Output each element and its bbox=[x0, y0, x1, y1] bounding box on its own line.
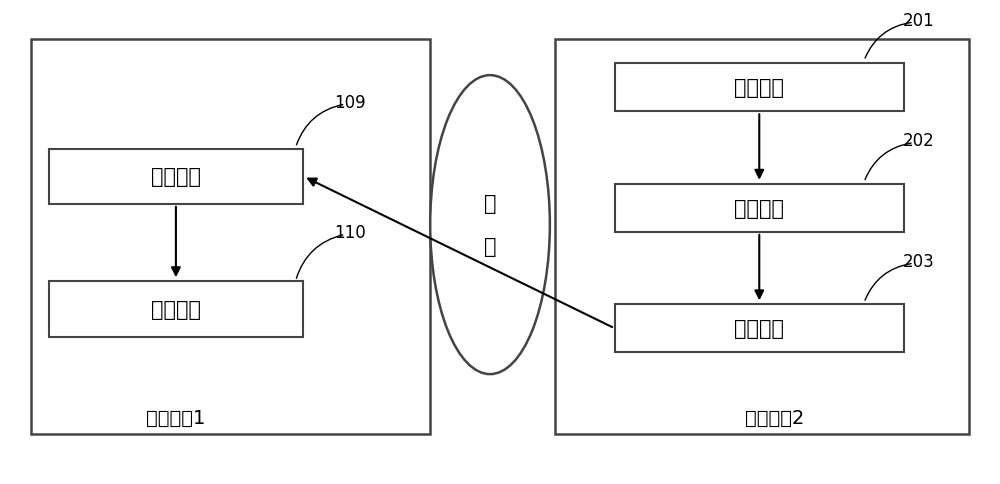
Bar bbox=[615, 64, 904, 112]
Text: 用户设备1: 用户设备1 bbox=[146, 408, 206, 427]
Text: 110: 110 bbox=[335, 224, 366, 242]
Ellipse shape bbox=[430, 76, 550, 374]
Text: 201: 201 bbox=[903, 12, 935, 30]
Text: 网: 网 bbox=[484, 194, 496, 213]
Text: 第一装置: 第一装置 bbox=[734, 78, 784, 98]
Bar bbox=[31, 40, 430, 435]
Text: 第三装置: 第三装置 bbox=[734, 318, 784, 339]
Text: 202: 202 bbox=[903, 132, 935, 150]
Text: 第十装置: 第十装置 bbox=[151, 300, 201, 319]
Bar bbox=[49, 150, 303, 205]
Text: 第二装置: 第二装置 bbox=[734, 198, 784, 218]
Text: 网络设备2: 网络设备2 bbox=[745, 408, 804, 427]
Bar bbox=[615, 184, 904, 232]
Text: 第九装置: 第九装置 bbox=[151, 167, 201, 187]
Bar bbox=[555, 40, 969, 435]
Bar bbox=[615, 304, 904, 353]
Text: 109: 109 bbox=[335, 93, 366, 111]
Bar bbox=[49, 282, 303, 337]
Text: 络: 络 bbox=[484, 237, 496, 257]
Text: 203: 203 bbox=[903, 252, 935, 270]
